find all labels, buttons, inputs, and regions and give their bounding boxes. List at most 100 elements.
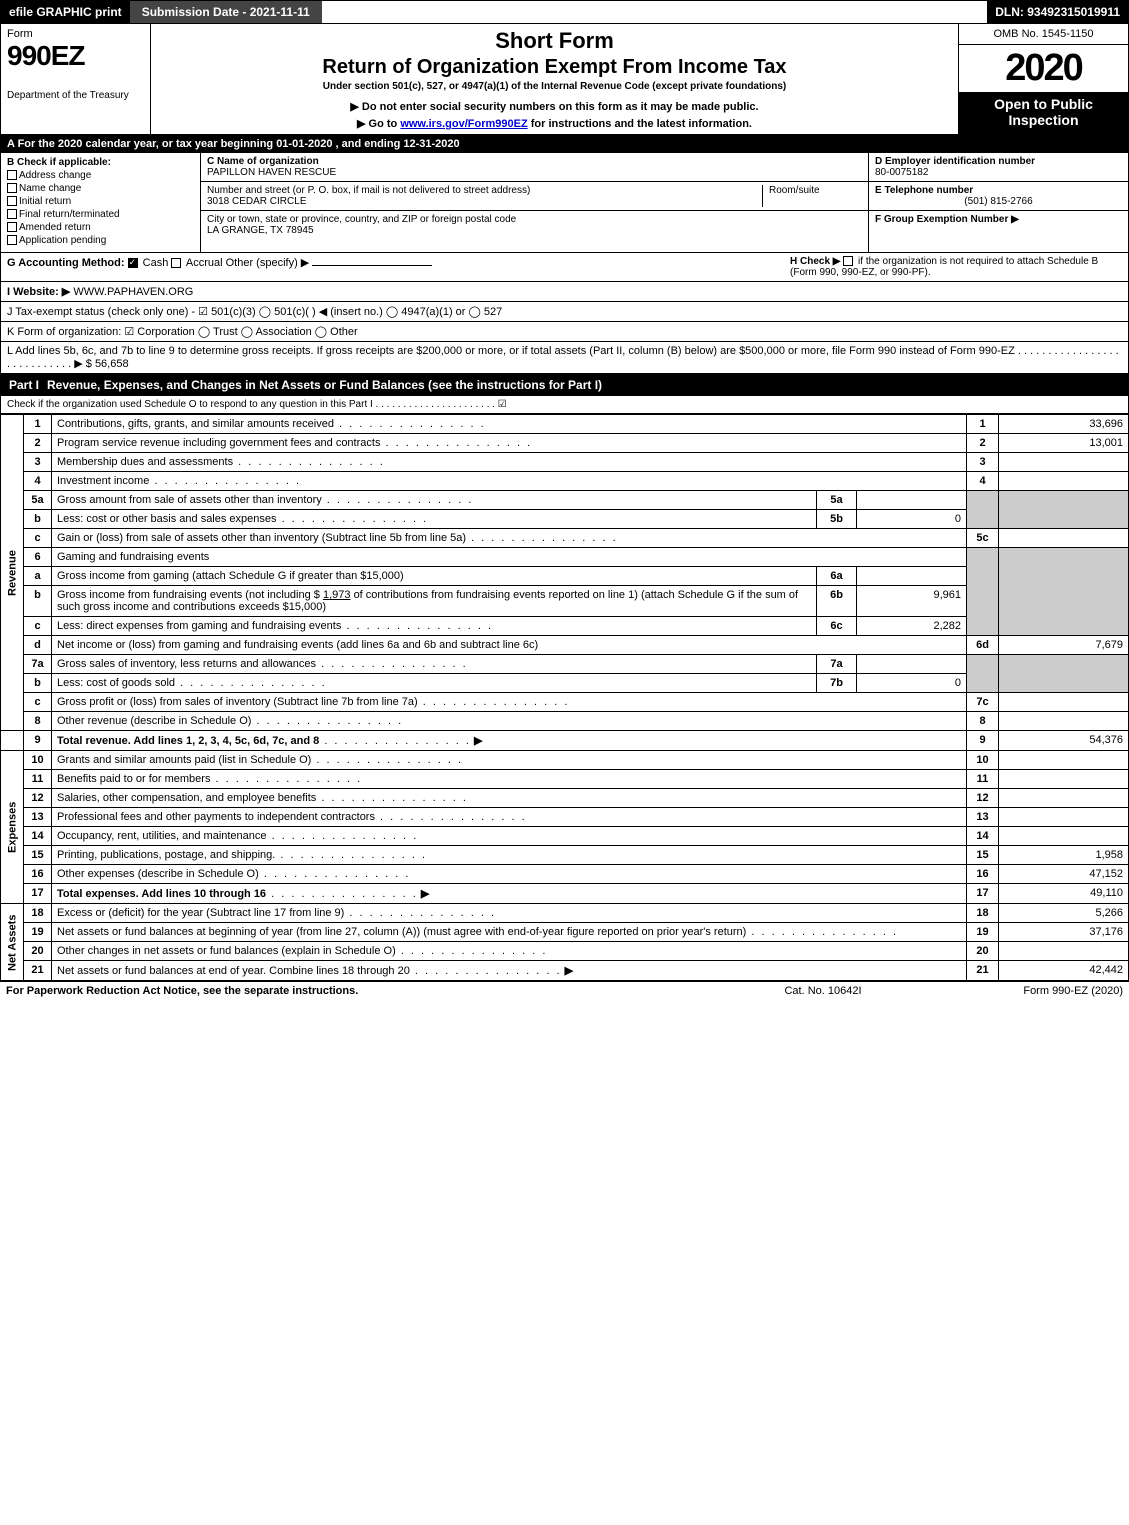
chk-final-return[interactable]: Final return/terminated (7, 209, 194, 220)
chk-amended-return[interactable]: Amended return (7, 222, 194, 233)
l6d-desc: Net income or (loss) from gaming and fun… (52, 636, 967, 655)
l19-desc: Net assets or fund balances at beginning… (52, 923, 967, 942)
ein-value: 80-0075182 (875, 167, 1122, 178)
l7ab-shade-val (999, 655, 1129, 693)
k-row: K Form of organization: ☑ Corporation ◯ … (0, 322, 1129, 342)
l2-desc: Program service revenue including govern… (52, 434, 967, 453)
spacer (322, 1, 987, 23)
l6a-desc: Gross income from gaming (attach Schedul… (52, 567, 817, 586)
l19-num: 19 (24, 923, 52, 942)
h-label: H Check ▶ (790, 256, 840, 267)
l9-desc: Total revenue. Add lines 1, 2, 3, 4, 5c,… (52, 731, 967, 751)
l6c-num: c (24, 617, 52, 636)
l5a-num: 5a (24, 491, 52, 510)
l18-desc: Excess or (deficit) for the year (Subtra… (52, 904, 967, 923)
l14-desc: Occupancy, rent, utilities, and maintena… (52, 827, 967, 846)
chk-address-change[interactable]: Address change (7, 170, 194, 181)
l7b-desc: Less: cost of goods sold (52, 674, 817, 693)
header-right: OMB No. 1545-1150 2020 Open to Public In… (958, 24, 1128, 134)
l5b-subval: 0 (857, 510, 967, 529)
submission-date: Submission Date - 2021-11-11 (130, 1, 322, 23)
l16-ref: 16 (967, 865, 999, 884)
chk-accrual[interactable] (171, 258, 181, 268)
l2-val: 13,001 (999, 434, 1129, 453)
footer-right: Form 990-EZ (2020) (923, 985, 1123, 997)
l1-val: 33,696 (999, 415, 1129, 434)
l16-num: 16 (24, 865, 52, 884)
l5ab-shade-val (999, 491, 1129, 529)
l13-desc: Professional fees and other payments to … (52, 808, 967, 827)
l-amount: 56,658 (95, 358, 129, 370)
l7c-desc: Gross profit or (loss) from sales of inv… (52, 693, 967, 712)
l3-desc: Membership dues and assessments (52, 453, 967, 472)
l2-ref: 2 (967, 434, 999, 453)
l3-num: 3 (24, 453, 52, 472)
l6a-subref: 6a (817, 567, 857, 586)
l4-desc: Investment income (52, 472, 967, 491)
chk-cash[interactable] (128, 258, 138, 268)
chk-h[interactable] (843, 256, 853, 266)
l6b-desc: Gross income from fundraising events (no… (52, 586, 817, 617)
col-d-info: D Employer identification number 80-0075… (868, 153, 1128, 252)
l6d-ref: 6d (967, 636, 999, 655)
ssn-notice: ▶ Do not enter social security numbers o… (157, 100, 952, 113)
header-left: Form 990EZ Department of the Treasury (1, 24, 151, 134)
l18-num: 18 (24, 904, 52, 923)
l16-val: 47,152 (999, 865, 1129, 884)
l12-num: 12 (24, 789, 52, 808)
chk-name-change[interactable]: Name change (7, 183, 194, 194)
l6-shade-val (999, 548, 1129, 636)
l12-val (999, 789, 1129, 808)
b-heading: B Check if applicable: (7, 157, 194, 168)
website-label: I Website: ▶ (7, 286, 70, 298)
efile-label[interactable]: efile GRAPHIC print (1, 1, 130, 23)
addr-value: 3018 CEDAR CIRCLE (207, 196, 762, 207)
chk-initial-return[interactable]: Initial return (7, 196, 194, 207)
form-title: Return of Organization Exempt From Incom… (157, 56, 952, 79)
l6-num: 6 (24, 548, 52, 567)
l5ab-shade (967, 491, 999, 529)
l17-ref: 17 (967, 884, 999, 904)
l4-ref: 4 (967, 472, 999, 491)
l5c-ref: 5c (967, 529, 999, 548)
l8-ref: 8 (967, 712, 999, 731)
chk-application-pending[interactable]: Application pending (7, 235, 194, 246)
l1-desc: Contributions, gifts, grants, and simila… (52, 415, 967, 434)
room-suite: Room/suite (762, 185, 862, 207)
l6c-desc: Less: direct expenses from gaming and fu… (52, 617, 817, 636)
row-gh: G Accounting Method: Cash Accrual Other … (0, 253, 1129, 282)
footer: For Paperwork Reduction Act Notice, see … (0, 981, 1129, 1000)
l21-val: 42,442 (999, 961, 1129, 981)
accounting-method: G Accounting Method: Cash Accrual Other … (7, 256, 782, 278)
l20-desc: Other changes in net assets or fund bala… (52, 942, 967, 961)
l9-ref: 9 (967, 731, 999, 751)
phone-value: (501) 815-2766 (875, 196, 1122, 207)
l8-val (999, 712, 1129, 731)
tax-year: 2020 (959, 45, 1128, 92)
dln: DLN: 93492315019911 (987, 1, 1128, 23)
l5c-desc: Gain or (loss) from sale of assets other… (52, 529, 967, 548)
l-row: L Add lines 5b, 6c, and 7b to line 9 to … (0, 342, 1129, 374)
l7c-ref: 7c (967, 693, 999, 712)
city-value: LA GRANGE, TX 78945 (207, 225, 862, 236)
l20-val (999, 942, 1129, 961)
form-label: Form (7, 28, 144, 40)
form-number: 990EZ (7, 40, 144, 72)
l21-ref: 21 (967, 961, 999, 981)
l15-num: 15 (24, 846, 52, 865)
l5b-desc: Less: cost or other basis and sales expe… (52, 510, 817, 529)
l4-val (999, 472, 1129, 491)
l17-num: 17 (24, 884, 52, 904)
l1-num: 1 (24, 415, 52, 434)
irs-link[interactable]: www.irs.gov/Form990EZ (400, 118, 527, 130)
l3-ref: 3 (967, 453, 999, 472)
netassets-label: Net Assets (1, 904, 24, 981)
l11-desc: Benefits paid to or for members (52, 770, 967, 789)
top-bar: efile GRAPHIC print Submission Date - 20… (0, 0, 1129, 24)
l21-num: 21 (24, 961, 52, 981)
l12-desc: Salaries, other compensation, and employ… (52, 789, 967, 808)
other-specify-line[interactable] (312, 265, 432, 266)
l6c-subval: 2,282 (857, 617, 967, 636)
l5b-subref: 5b (817, 510, 857, 529)
l7a-desc: Gross sales of inventory, less returns a… (52, 655, 817, 674)
